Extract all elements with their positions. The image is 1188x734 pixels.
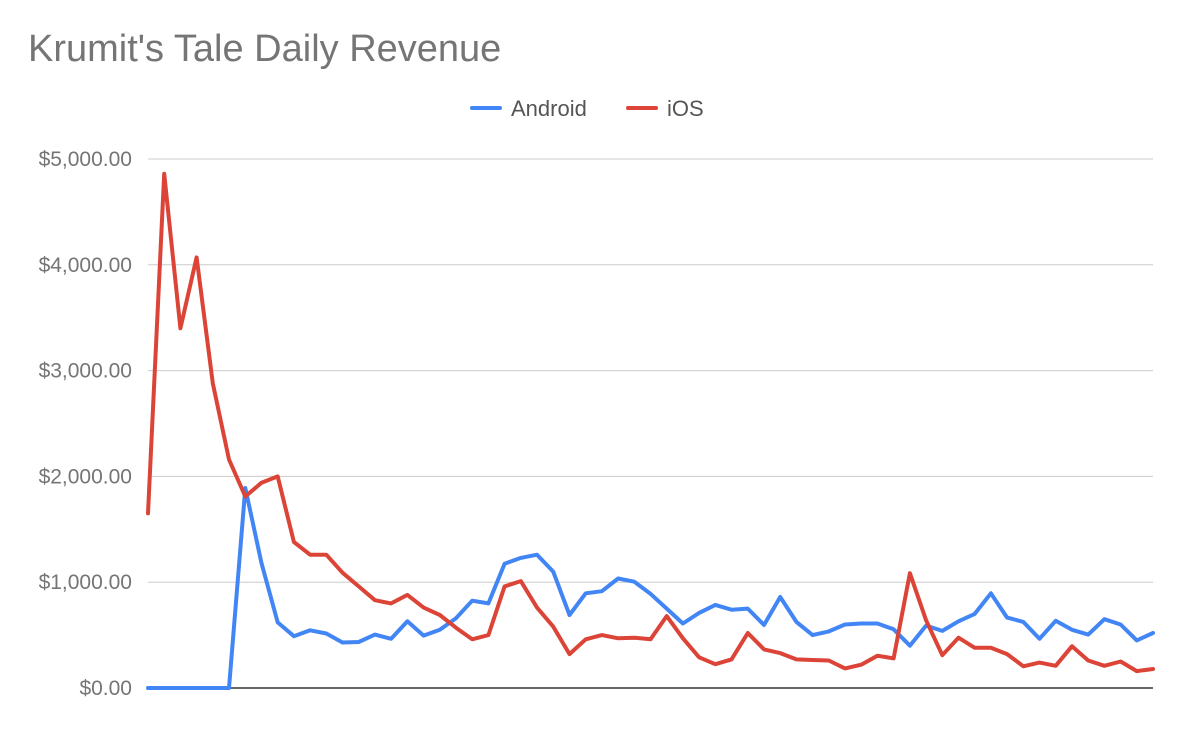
legend: Android iOS xyxy=(470,96,704,121)
y-tick-label: $5,000.00 xyxy=(39,148,132,171)
y-tick-label: $0.00 xyxy=(79,677,132,700)
legend-label-ios: iOS xyxy=(667,96,704,121)
y-axis: $0.00 $1,000.00 $2,000.00 $3,000.00 $4,000.0… xyxy=(39,148,132,700)
y-tick-label: $3,000.00 xyxy=(39,360,132,383)
series-line-ios xyxy=(146,171,1155,674)
legend-label-android: Android xyxy=(511,96,587,121)
y-tick-label: $4,000.00 xyxy=(39,254,132,277)
y-tick-label: $1,000.00 xyxy=(39,571,132,594)
series-line-android xyxy=(146,486,1155,690)
chart-title: Krumit's Tale Daily Revenue xyxy=(28,28,502,70)
gridlines xyxy=(148,158,1153,689)
y-tick-label: $2,000.00 xyxy=(39,465,132,488)
series-lines xyxy=(146,171,1155,690)
